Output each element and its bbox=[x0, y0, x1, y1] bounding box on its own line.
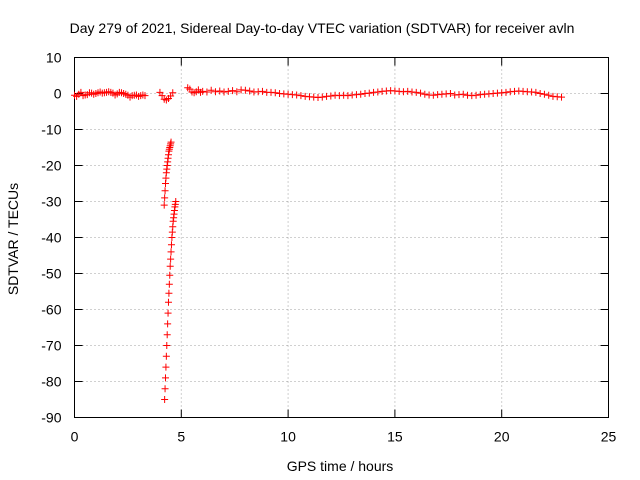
data-point bbox=[141, 92, 149, 100]
data-point bbox=[220, 88, 228, 96]
x-axis-label: GPS time / hours bbox=[287, 458, 394, 474]
y-tick-label: -80 bbox=[41, 374, 61, 390]
data-point bbox=[207, 86, 215, 94]
data-point bbox=[536, 90, 544, 97]
data-point bbox=[164, 320, 172, 328]
y-tick-label: 0 bbox=[54, 86, 62, 102]
y-tick-label: -40 bbox=[41, 230, 61, 246]
data-point bbox=[532, 88, 540, 96]
data-point bbox=[161, 385, 169, 393]
data-point bbox=[540, 90, 548, 98]
y-tick-label: -30 bbox=[41, 194, 61, 210]
data-point bbox=[160, 201, 168, 209]
data-point bbox=[404, 87, 412, 95]
data-point bbox=[166, 262, 174, 270]
data-point bbox=[365, 89, 373, 97]
y-axis-label: SDTVAR / TECUs bbox=[5, 183, 21, 295]
data-point bbox=[203, 88, 211, 96]
data-point bbox=[166, 271, 174, 279]
data-point bbox=[246, 87, 254, 95]
y-axis: 10 0 -10 -20 -30 -40 -50 -60 -70 -80 -90 bbox=[41, 50, 609, 426]
data-point bbox=[271, 89, 279, 97]
grid bbox=[74, 57, 609, 418]
x-tick-label: 5 bbox=[177, 429, 185, 445]
data-point bbox=[229, 87, 237, 95]
x-axis: 0 5 10 15 20 25 bbox=[71, 57, 617, 445]
y-tick-label: -90 bbox=[41, 410, 61, 426]
x-tick-label: 10 bbox=[280, 429, 296, 445]
data-point bbox=[199, 87, 207, 95]
data-point bbox=[344, 92, 352, 100]
data-point bbox=[165, 280, 173, 288]
data-point bbox=[163, 331, 171, 339]
x-tick-label: 0 bbox=[71, 429, 79, 445]
data-point bbox=[165, 289, 173, 297]
data-point bbox=[211, 88, 219, 96]
data-point bbox=[429, 91, 437, 99]
data-point bbox=[167, 138, 175, 146]
x-tick-label: 15 bbox=[387, 429, 403, 445]
data-point bbox=[558, 93, 566, 101]
data-point bbox=[446, 90, 454, 97]
data-point bbox=[158, 92, 166, 100]
data-point bbox=[167, 248, 175, 256]
data-point bbox=[297, 92, 305, 100]
data-point bbox=[161, 396, 169, 403]
data-point bbox=[163, 342, 171, 349]
chart-title: Day 279 of 2021, Sidereal Day-to-day VTE… bbox=[70, 20, 575, 36]
y-tick-label: -70 bbox=[41, 338, 61, 354]
data-point bbox=[161, 194, 169, 202]
data-point bbox=[357, 90, 365, 98]
x-tick-label: 25 bbox=[601, 429, 617, 445]
y-tick-label: -10 bbox=[41, 122, 61, 138]
data-point bbox=[421, 90, 429, 98]
data-point bbox=[172, 198, 180, 205]
data-point bbox=[167, 255, 175, 263]
data-point bbox=[293, 91, 301, 99]
data-point bbox=[412, 88, 420, 96]
data-point bbox=[233, 88, 241, 96]
data-point bbox=[224, 87, 232, 95]
data-point bbox=[164, 309, 172, 317]
data-point bbox=[472, 91, 480, 99]
x-tick-label: 20 bbox=[494, 429, 510, 445]
data-point bbox=[417, 89, 425, 97]
data-point bbox=[459, 90, 467, 98]
data-point bbox=[241, 86, 249, 94]
data-point bbox=[216, 87, 224, 95]
data-point bbox=[167, 241, 175, 249]
data-point bbox=[258, 87, 266, 95]
data-point bbox=[169, 89, 177, 97]
data-points bbox=[71, 84, 566, 403]
data-point bbox=[327, 92, 335, 100]
y-tick-label: -50 bbox=[41, 266, 61, 282]
data-point bbox=[164, 298, 172, 306]
data-point bbox=[162, 352, 170, 360]
data-point bbox=[502, 88, 510, 96]
data-point bbox=[545, 91, 553, 99]
data-point bbox=[318, 93, 326, 101]
y-tick-label: -20 bbox=[41, 158, 61, 174]
y-tick-label: -60 bbox=[41, 302, 61, 318]
data-point bbox=[374, 88, 382, 96]
data-point bbox=[162, 363, 170, 371]
data-point bbox=[161, 187, 169, 195]
data-point bbox=[161, 374, 169, 382]
y-tick-label: 10 bbox=[46, 50, 62, 66]
